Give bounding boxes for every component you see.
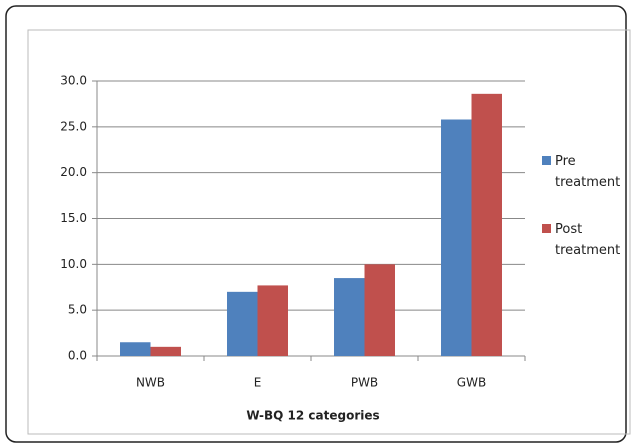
- bar: [227, 291, 258, 356]
- x-tick-label: NWB: [136, 376, 165, 390]
- bar: [364, 264, 395, 356]
- x-tick-label: GWB: [457, 376, 486, 390]
- y-tick-label: 0.0: [68, 349, 87, 363]
- y-tick-label: 25.0: [60, 119, 87, 133]
- x-tick-label: PWB: [351, 376, 378, 390]
- bar: [150, 346, 181, 356]
- y-tick-label: 15.0: [60, 211, 87, 225]
- legend-item: Pre treatment: [542, 151, 622, 193]
- y-tick-label: 20.0: [60, 165, 87, 179]
- y-tick-label: 5.0: [68, 303, 87, 317]
- legend-item: Post treatment: [542, 219, 622, 261]
- chart-frame: [27, 29, 631, 435]
- x-axis-label: W-BQ 12 categories: [246, 409, 379, 423]
- bar: [471, 93, 502, 356]
- bar: [334, 278, 365, 356]
- x-tick-label: E: [254, 376, 262, 390]
- legend-label: Post treatment: [555, 222, 621, 258]
- legend-swatch: [542, 224, 551, 233]
- bar: [257, 285, 288, 356]
- outer-frame: [5, 5, 627, 443]
- y-tick-label: 30.0: [60, 74, 87, 88]
- bar: [120, 342, 151, 356]
- bar: [441, 119, 472, 356]
- legend-label: Pre treatment: [555, 154, 621, 190]
- legend-swatch: [542, 156, 551, 165]
- y-tick-label: 10.0: [60, 257, 87, 271]
